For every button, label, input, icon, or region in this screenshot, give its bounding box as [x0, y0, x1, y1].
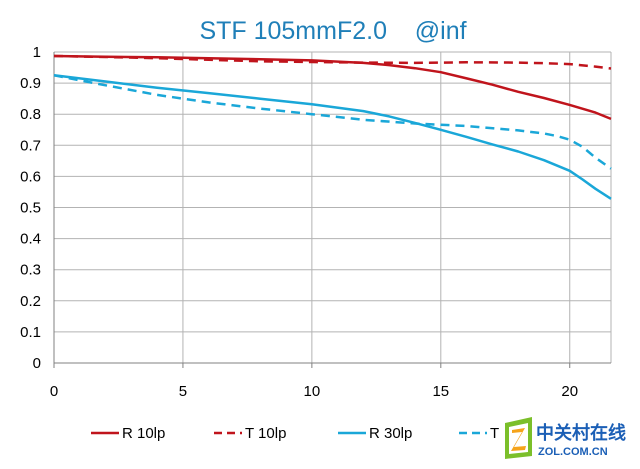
- watermark-cn-text: 中关村在线: [536, 422, 626, 444]
- x-tick-label: 15: [432, 383, 449, 400]
- y-tick-label: 0: [33, 355, 41, 372]
- legend-label: T 10lp: [245, 425, 286, 442]
- watermark: 中关村在线 ZOL.COM.CN: [505, 417, 626, 459]
- watermark-en-text: ZOL.COM.CN: [538, 446, 608, 458]
- y-tick-label: 0.5: [20, 200, 41, 217]
- legend-label: R 10lp: [122, 425, 165, 442]
- series-line-r-30lp: [53, 74, 612, 200]
- x-tick-label: 20: [561, 383, 578, 400]
- axes: 00.10.20.30.40.50.60.70.80.910 5 10 15 20: [20, 44, 611, 400]
- series-lines: [53, 54, 612, 200]
- y-tick-label: 0.1: [20, 324, 41, 341]
- legend-label: R 30lp: [369, 425, 412, 442]
- y-tick-label: 0.6: [20, 168, 41, 185]
- chart-title: STF 105mmF2.0 @inf: [199, 17, 466, 45]
- x-tick-label: 10: [304, 383, 321, 400]
- series-line-r-10lp: [53, 54, 612, 121]
- series-line-t-30lp: [53, 74, 612, 170]
- y-tick-label: 0.4: [20, 231, 41, 248]
- legend-label: T: [490, 425, 499, 442]
- y-tick-label: 1: [33, 44, 41, 61]
- x-tick-label: 5: [179, 383, 187, 400]
- y-tick-label: 0.3: [20, 262, 41, 279]
- y-tick-label: 0.8: [20, 106, 41, 123]
- legend: R 10lp T 10lp R 30lp T: [91, 425, 499, 442]
- x-tick-label: 0: [50, 383, 58, 400]
- y-tick-label: 0.9: [20, 75, 41, 92]
- zol-logo-icon: [505, 417, 532, 459]
- y-tick-label: 0.7: [20, 137, 41, 154]
- y-tick-label: 0.2: [20, 293, 41, 310]
- series-line-t-10lp: [53, 54, 612, 70]
- grid: [54, 51, 612, 363]
